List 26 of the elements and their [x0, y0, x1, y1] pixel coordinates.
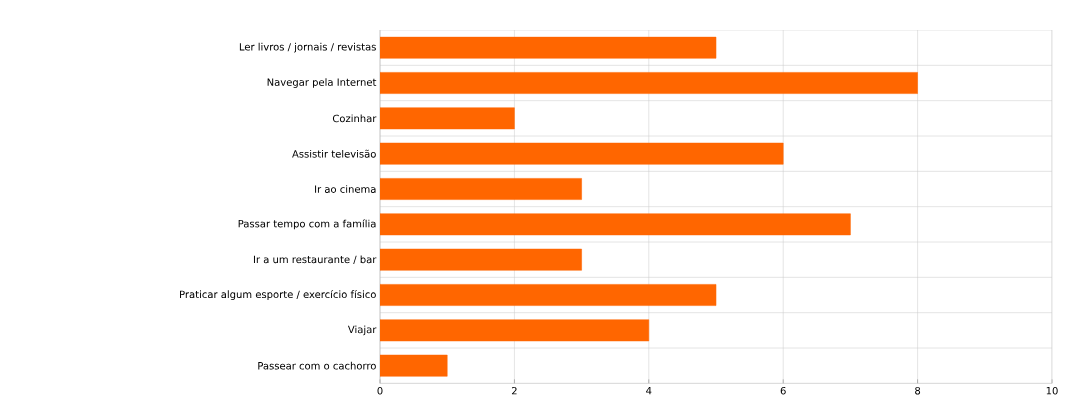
bar: [380, 319, 650, 342]
y-tick-label: Assistir televisão: [292, 149, 376, 158]
x-tick-label: 10: [1046, 386, 1058, 395]
y-tick-label: Viajar: [347, 325, 377, 336]
y-tick-label: Ir ao cinema: [315, 185, 376, 193]
x-tick-label: 6: [780, 386, 786, 395]
y-tick-label: Navegar pela Internet: [267, 78, 377, 88]
bar: [380, 213, 851, 236]
y-tick-label: Passar tempo com a família: [238, 219, 376, 230]
x-tick-label: 0: [377, 386, 383, 395]
x-tick-label: 2: [511, 386, 517, 395]
y-tick-label: Ir a um restaurante / bar: [253, 255, 377, 264]
bar: [380, 142, 784, 165]
y-tick-label: Praticar algum esporte / exercício físico: [180, 289, 376, 301]
bar: [380, 36, 717, 59]
bar: [380, 72, 918, 94]
y-tick-label: Ler livros / jornais / revistas: [239, 42, 376, 53]
bar: [380, 354, 448, 377]
x-tick-label: 4: [646, 386, 652, 395]
y-tick-label: Passear com o cachorro: [258, 361, 376, 370]
bar: [380, 248, 582, 271]
bar: [380, 107, 515, 130]
y-tick-label: Cozinhar: [332, 114, 377, 123]
x-tick-label: 8: [915, 386, 921, 395]
bar: [380, 178, 582, 200]
bar: [380, 284, 717, 306]
